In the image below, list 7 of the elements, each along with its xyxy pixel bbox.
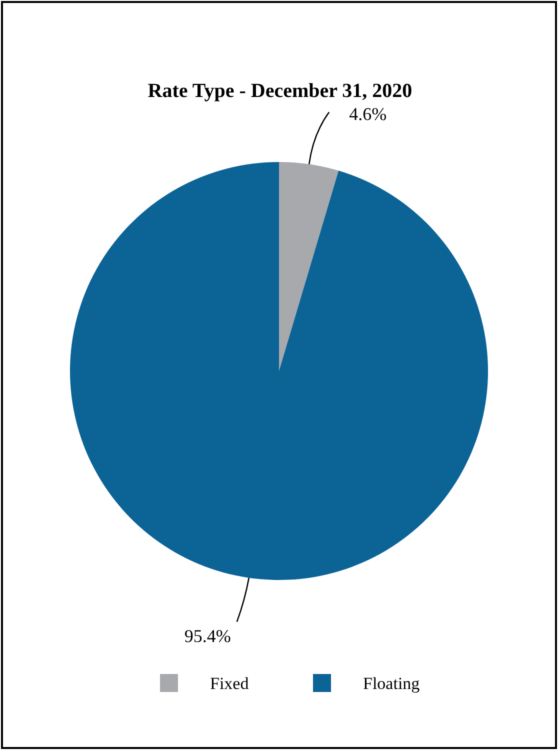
data-label: 4.6%: [349, 104, 387, 124]
pie-slice: [279, 162, 339, 371]
data-label: 95.4%: [184, 626, 231, 646]
chart-title: Rate Type - December 31, 2020: [148, 80, 412, 102]
legend-label: Fixed: [210, 674, 250, 693]
legend-label: Floating: [363, 674, 420, 693]
pie-slice: [70, 162, 488, 580]
